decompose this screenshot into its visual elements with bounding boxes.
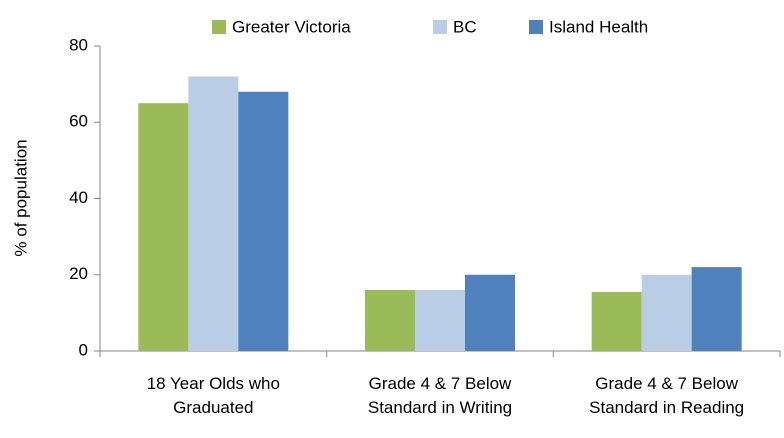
legend-label: Greater Victoria [232,17,351,36]
bar [465,274,515,351]
bar [238,91,289,351]
bar [365,290,415,351]
bar [138,103,189,351]
bar [641,274,692,351]
legend-swatch [529,20,543,34]
x-tick-label: Grade 4 & 7 Below Standard in Writing [367,374,513,417]
y-tick-label: 0 [79,340,88,359]
y-tick-label: 80 [69,35,88,54]
y-tick-label: 60 [69,112,88,131]
x-tick-label: 18 Year Olds who Graduated [146,374,280,417]
y-tick-label: 40 [69,188,88,207]
bar [591,291,642,351]
legend-swatch [212,20,226,34]
bar [691,267,742,351]
bar [188,76,239,351]
bar [415,290,465,351]
x-tick-label: Grade 4 & 7 Below Standard in Reading [589,374,745,417]
legend-swatch [433,20,447,34]
y-tick-label: 20 [69,264,88,283]
legend-label: Island Health [549,17,648,36]
y-axis-label: % of population [11,139,30,256]
legend-label: BC [453,17,477,36]
